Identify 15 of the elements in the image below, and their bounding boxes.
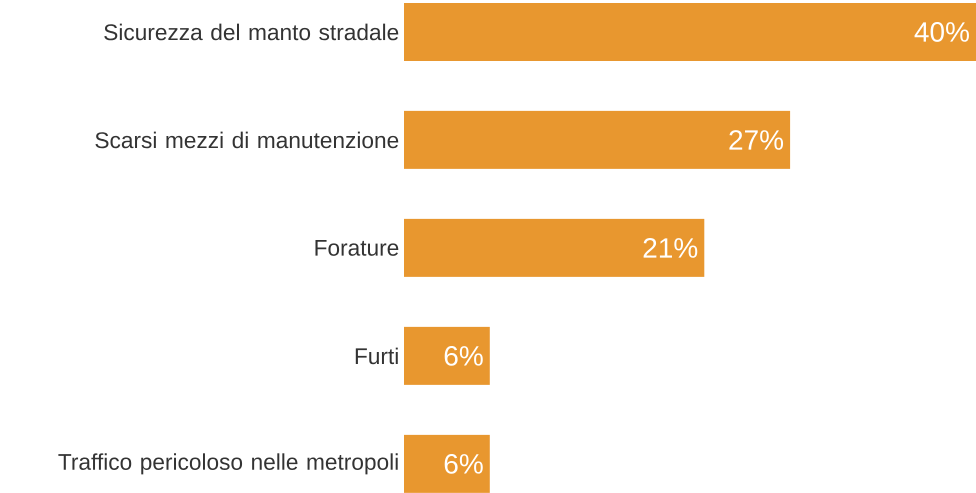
data-label: 40% [914, 22, 969, 42]
data-label: 21% [644, 238, 698, 258]
y-tick-label: Traffico pericoloso nelle metropoli [58, 453, 398, 474]
y-tick-label: Forature [315, 240, 398, 256]
data-label: 6% [444, 346, 483, 366]
bar [404, 2, 976, 61]
bar [404, 326, 490, 385]
bar [404, 434, 490, 493]
y-tick-label: Furti [356, 348, 398, 364]
y-tick-label: Scarsi mezzi di manutenzione [95, 132, 398, 148]
y-tick-label: Sicurezza del manto stradale [104, 24, 398, 40]
bar [404, 218, 704, 277]
data-label: 6% [444, 454, 483, 474]
bar [404, 110, 790, 169]
data-label: 27% [729, 130, 784, 150]
